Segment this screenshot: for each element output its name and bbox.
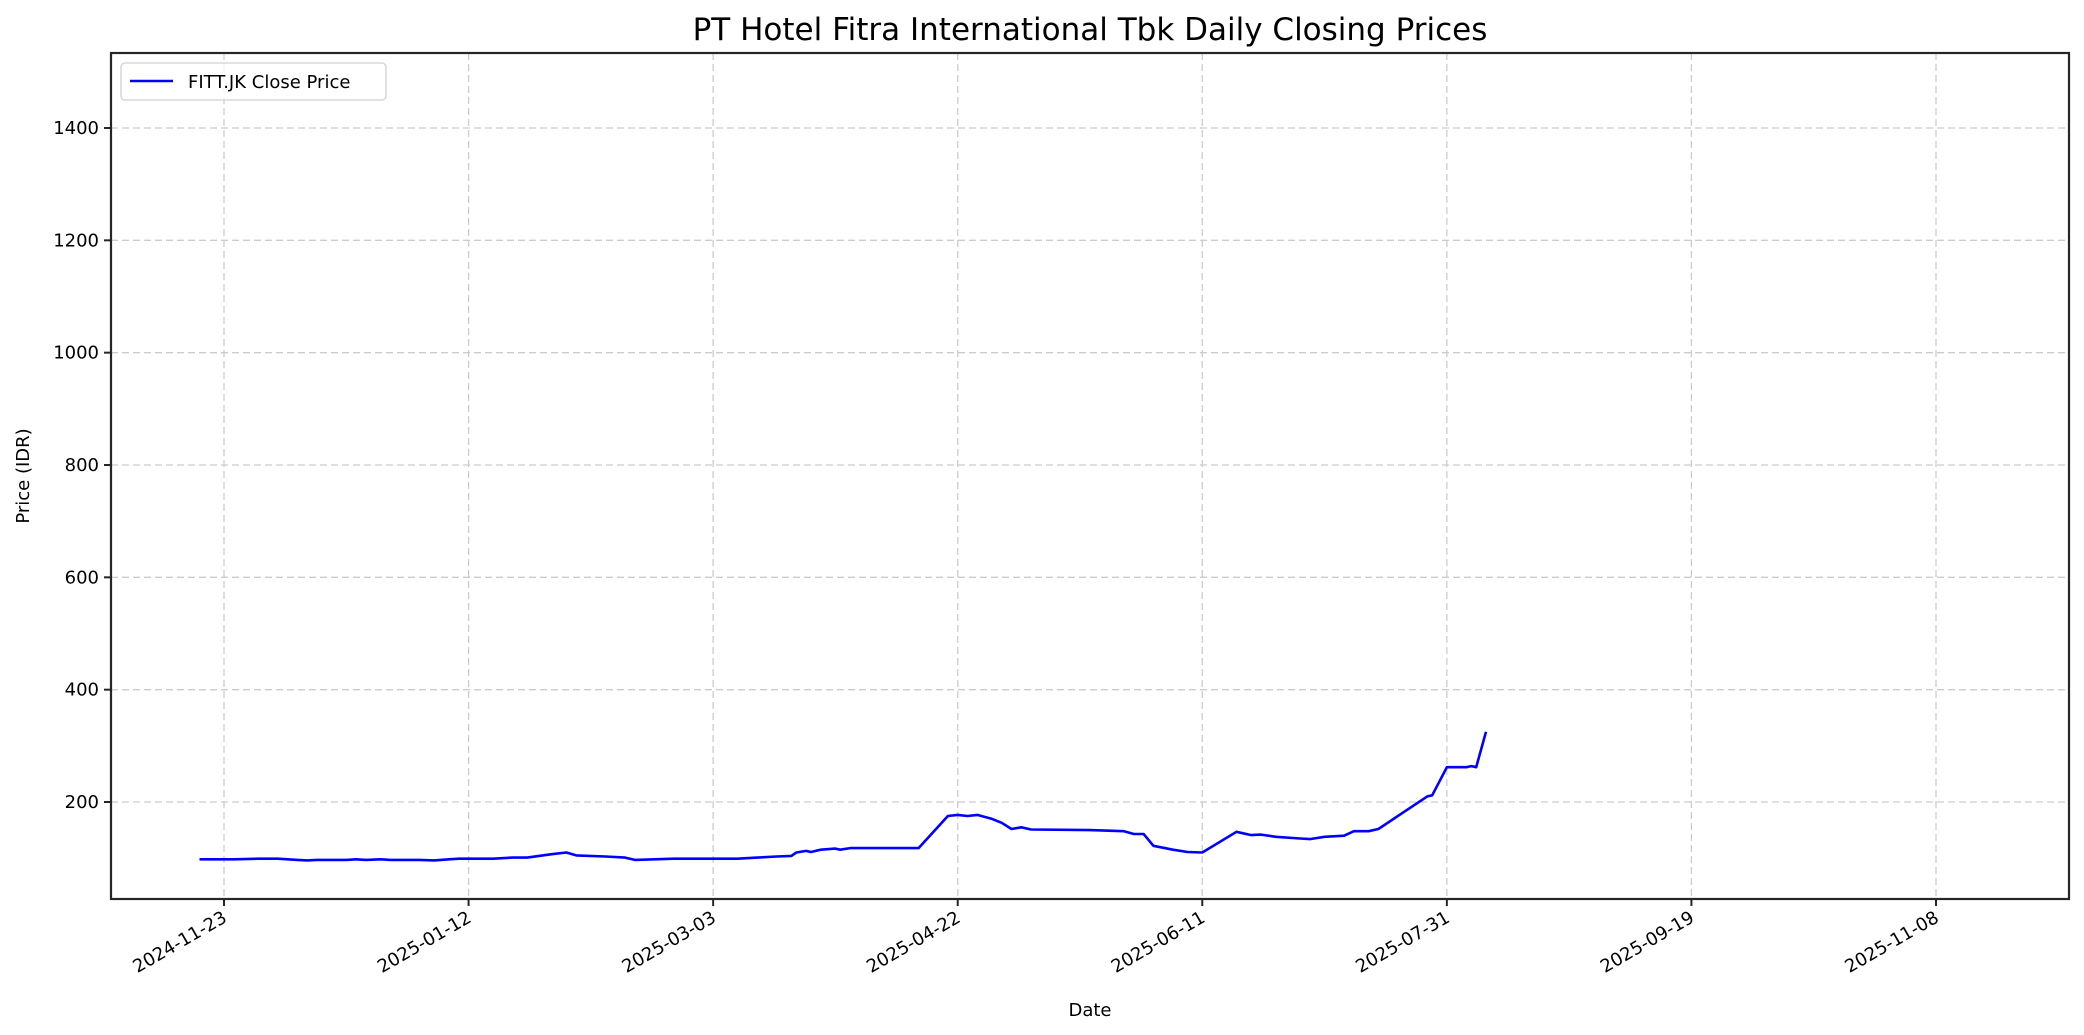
x-axis-label: Date: [1068, 1000, 1111, 1021]
y-tick-label: 600: [65, 567, 99, 588]
y-axis-label: Price (IDR): [13, 428, 34, 523]
y-axis: 200 400 600 800 1000 1200 1400: [53, 118, 111, 813]
legend-label: FITT.JK Close Price: [188, 72, 350, 93]
y-tick-label: 400: [65, 680, 99, 701]
gridlines: [111, 53, 2069, 899]
data-series: [199, 731, 1488, 862]
y-tick-label: 1200: [53, 230, 99, 251]
legend-box: [120, 62, 387, 101]
chart-title: PT Hotel Fitra International Tbk Daily C…: [693, 12, 1488, 48]
price-line: [199, 731, 1488, 862]
y-tick-label: 200: [65, 792, 99, 813]
legend: FITT.JK Close Price: [120, 62, 387, 101]
y-tick-label: 1400: [53, 118, 99, 139]
plot-frame: [109, 51, 2071, 901]
y-tick-label: 1000: [53, 343, 99, 364]
y-tick-label: 800: [65, 455, 99, 476]
